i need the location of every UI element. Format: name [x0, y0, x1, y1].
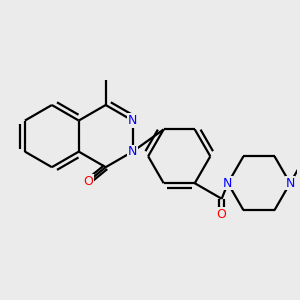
Text: N: N [128, 145, 137, 158]
Text: O: O [84, 175, 94, 188]
Text: O: O [217, 208, 226, 221]
Text: N: N [128, 114, 137, 127]
Text: N: N [223, 177, 232, 190]
Text: N: N [285, 177, 295, 190]
